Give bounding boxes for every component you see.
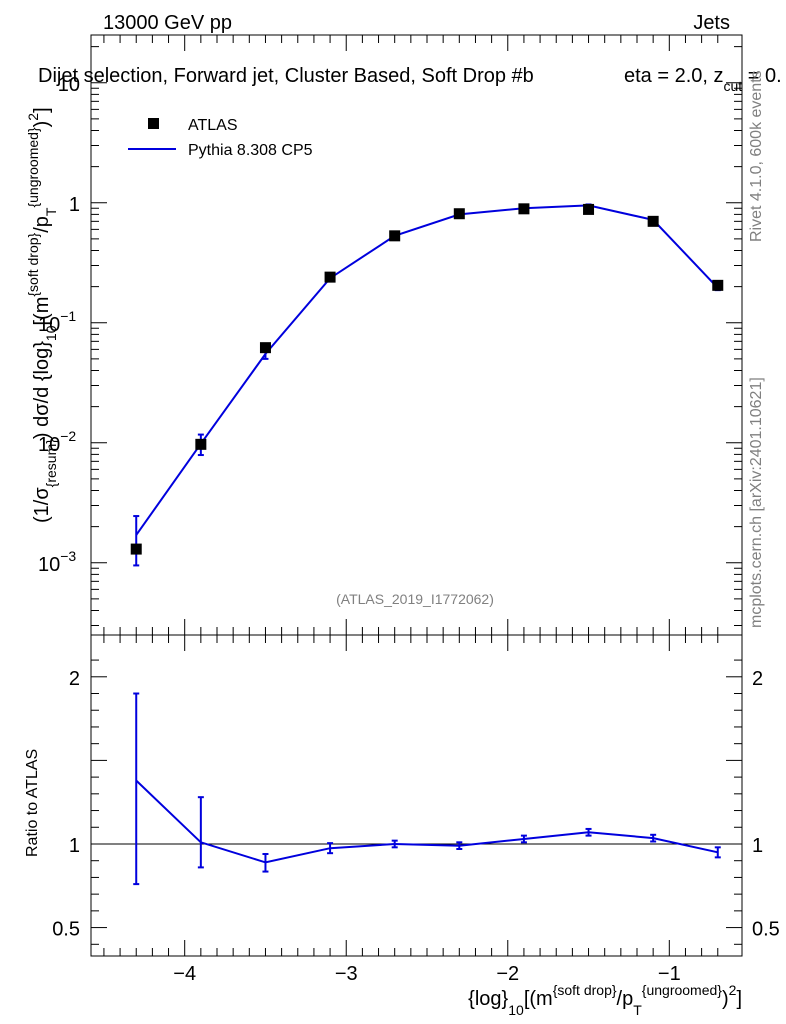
mcplots-label: mcplots.cern.ch [arXiv:2401.10621] [748,377,765,628]
rivet-label: Rivet 4.1.0, 600k events [748,70,765,242]
x-tick-label: −3 [335,963,358,985]
ratio-y-tick-label-right: 1 [752,835,763,857]
category-label: Jets [693,12,730,34]
axes-layer: −4 −3 −2 −1 10 1 10−1 10−2 10−3 2 2 1 1 0.5 0.5 [38,35,780,985]
atlas-data-point [518,203,530,215]
legend: ATLAS Pythia 8.308 CP5 [128,117,313,159]
ratio-y-tick-label: 0.5 [52,919,80,941]
legend-atlas-marker [148,118,159,129]
marks-layer [91,203,742,886]
atlas-data-point [259,342,271,354]
plot-title: Dijet selection, Forward jet, Cluster Ba… [38,65,534,87]
atlas-data-point [195,438,207,450]
ratio-y-tick-label-right: 2 [752,668,763,690]
atlas-data-point [647,215,659,227]
main-ylabel: (1/σ{resum}) dσ/d {log}10[(m{soft drop}/… [25,107,59,523]
ratio-panel-frame [90,634,743,957]
y-tick-label: 1 [69,194,80,216]
ratio-y-tick-label: 2 [69,668,80,690]
y-tick-label: 10−2 [38,428,76,456]
x-tick-label: −4 [173,963,196,985]
y-tick-label: 10 [58,74,80,96]
atlas-data-point [583,203,595,215]
ratio-y-tick-label: 1 [69,835,80,857]
y-tick-label: 10−1 [38,308,76,336]
atlas-data-point [130,543,142,555]
plot-title-param: eta = 2.0, zcut = 0. [624,65,782,94]
atlas-data-point [324,271,336,283]
pythia-series-line [135,204,719,536]
legend-atlas-label: ATLAS [188,117,238,134]
analysis-watermark: (ATLAS_2019_I1772062) [336,591,494,607]
plot-title-main: Dijet selection, Forward jet, Cluster Ba… [38,65,534,87]
ratio-ylabel: Ratio to ATLAS [24,749,41,857]
y-tick-label: 10−3 [38,548,76,576]
x-tick-label: −2 [496,963,519,985]
ratio-series-line [135,779,719,864]
ratio-y-tick-label-right: 0.5 [752,919,780,941]
legend-pythia-label: Pythia 8.308 CP5 [188,142,313,159]
x-tick-label: −1 [658,963,681,985]
energy-label: 13000 GeV pp [103,12,232,34]
xlabel: {log}10[(m{soft drop}/pT{ungroomed})2] [468,982,742,1018]
atlas-data-point [389,230,401,242]
atlas-data-point [453,208,465,220]
atlas-data-point [712,279,724,291]
